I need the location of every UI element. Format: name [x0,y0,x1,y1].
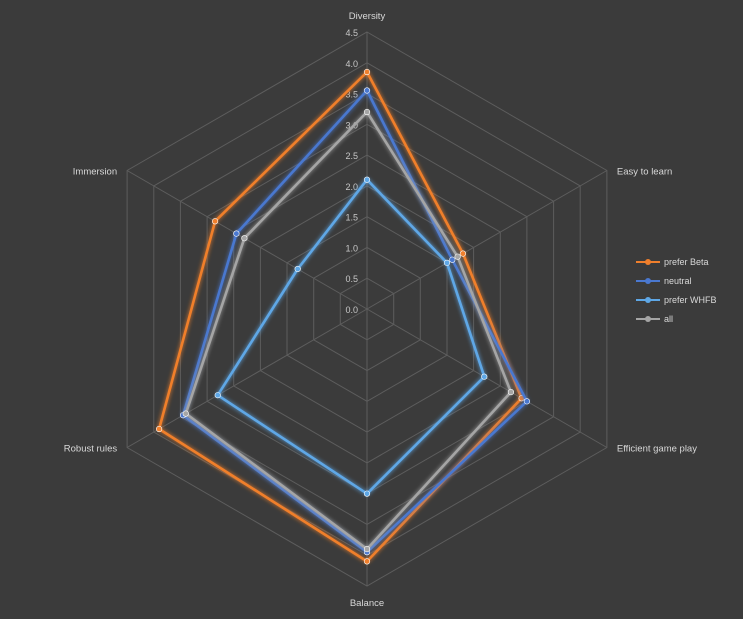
legend-swatch [636,296,660,304]
data-point [454,253,461,260]
legend-label: prefer Beta [664,256,709,267]
data-point [363,176,371,183]
axis-label: Diversity [349,11,386,22]
legend: prefer Beta neutral prefer WHFB all [636,252,736,328]
axis-spoke [126,308,368,448]
data-point [449,256,456,263]
data-point [363,68,371,76]
data-point [363,558,371,565]
axis-label: Immersion [73,167,117,178]
legend-label: prefer WHFB [664,294,717,305]
data-point [443,259,451,266]
tick-label: 2.0 [345,182,358,192]
data-point [363,490,371,497]
legend-label: neutral [664,275,692,286]
tick-label: 1.5 [345,213,358,223]
tick-label: 0.0 [345,305,358,315]
legend-item: prefer Beta [636,252,736,271]
axis-label: Robust rules [64,444,118,455]
legend-label: all [664,313,674,324]
axis-label: Balance [350,598,384,609]
tick-label: 4.5 [345,28,358,38]
data-point [155,425,163,433]
legend-swatch [636,258,660,266]
axis-spoke [366,170,608,310]
legend-swatch [636,315,660,323]
tick-label: 1.0 [345,243,358,253]
data-point [182,410,189,417]
tick-label: 2.5 [345,151,358,161]
data-point [459,250,467,257]
series-line [216,178,486,496]
tick-label: 4.0 [345,59,358,69]
data-point [481,373,488,380]
data-point [363,108,371,116]
data-point [363,545,371,553]
data-point [214,392,221,399]
legend-item: prefer WHFB [636,290,736,309]
tick-label: 3.0 [345,120,358,130]
data-point [507,389,515,396]
legend-item: neutral [636,271,736,290]
data-point [523,398,531,405]
axis-label: Easy to learn [617,167,672,178]
axis-label: Efficient game play [617,444,697,455]
tick-label: 0.5 [345,274,358,284]
data-point [233,230,240,237]
series-line [184,110,513,551]
legend-item: all [636,309,736,328]
data-point [211,218,219,225]
legend-swatch [636,277,660,285]
data-point [294,265,301,273]
data-point [363,87,371,94]
data-point [241,235,248,242]
tick-label: 3.5 [345,90,358,100]
